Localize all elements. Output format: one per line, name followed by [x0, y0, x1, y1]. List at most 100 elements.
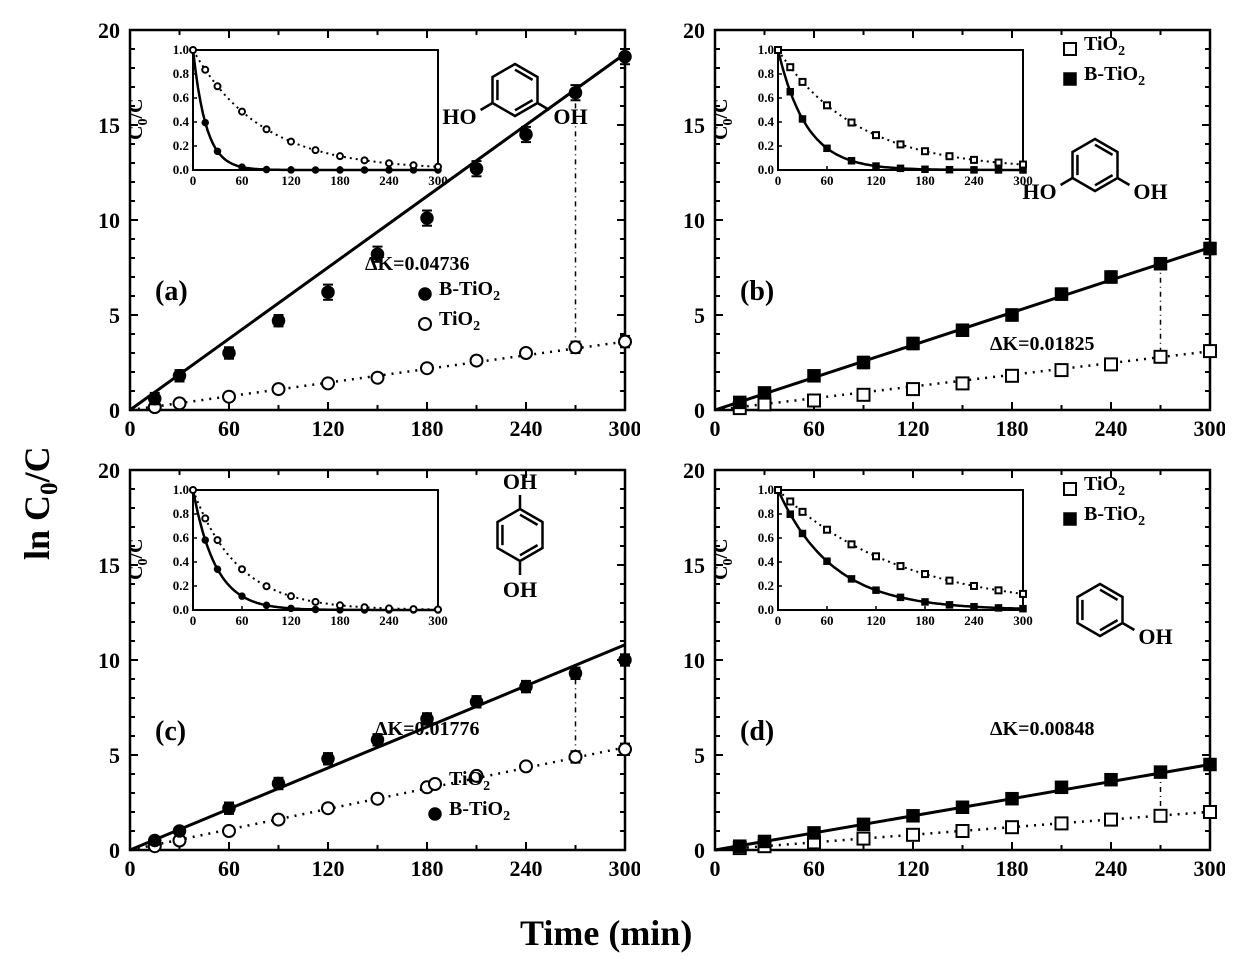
svg-text:0.8: 0.8 [173, 506, 190, 521]
svg-text:ΔK=0.01776: ΔK=0.01776 [375, 718, 480, 740]
svg-text:120: 120 [281, 613, 301, 628]
svg-text:5: 5 [694, 743, 705, 768]
svg-text:0: 0 [109, 398, 120, 423]
svg-text:240: 240 [510, 416, 543, 441]
svg-text:5: 5 [109, 303, 120, 328]
svg-text:0: 0 [775, 613, 782, 628]
x-axis-label: Time (min) [520, 912, 692, 954]
svg-text:10: 10 [98, 208, 120, 233]
svg-text:0.6: 0.6 [173, 530, 190, 545]
svg-text:300: 300 [428, 173, 448, 188]
svg-text:20: 20 [98, 18, 120, 43]
svg-text:120: 120 [281, 173, 301, 188]
svg-text:0: 0 [694, 838, 705, 863]
svg-text:10: 10 [683, 208, 705, 233]
svg-text:0.8: 0.8 [173, 66, 190, 81]
svg-text:120: 120 [897, 856, 930, 881]
svg-text:0: 0 [710, 416, 721, 441]
svg-text:0.8: 0.8 [758, 506, 775, 521]
svg-text:240: 240 [964, 613, 984, 628]
svg-text:180: 180 [330, 173, 350, 188]
svg-text:0: 0 [694, 398, 705, 423]
svg-text:5: 5 [109, 743, 120, 768]
svg-text:0.6: 0.6 [758, 90, 775, 105]
svg-text:60: 60 [218, 416, 240, 441]
svg-text:0.6: 0.6 [173, 90, 190, 105]
svg-text:240: 240 [1095, 856, 1128, 881]
svg-text:20: 20 [683, 458, 705, 483]
svg-text:OH: OH [1133, 179, 1167, 204]
svg-text:180: 180 [915, 173, 935, 188]
svg-text:15: 15 [98, 553, 120, 578]
svg-text:0: 0 [190, 613, 197, 628]
svg-text:60: 60 [236, 613, 249, 628]
svg-text:20: 20 [98, 458, 120, 483]
svg-text:(d): (d) [740, 716, 774, 747]
svg-text:180: 180 [411, 416, 444, 441]
svg-text:15: 15 [683, 113, 705, 138]
svg-text:ΔK=0.04736: ΔK=0.04736 [365, 253, 470, 275]
svg-text:0.2: 0.2 [758, 138, 774, 153]
svg-text:(a): (a) [155, 276, 188, 307]
svg-text:0.8: 0.8 [758, 66, 775, 81]
svg-text:60: 60 [236, 173, 249, 188]
svg-text:0.2: 0.2 [173, 578, 189, 593]
svg-text:15: 15 [98, 113, 120, 138]
svg-text:120: 120 [312, 416, 345, 441]
svg-text:300: 300 [1013, 613, 1033, 628]
svg-text:0: 0 [775, 173, 782, 188]
svg-text:0.4: 0.4 [758, 554, 775, 569]
svg-text:180: 180 [996, 416, 1029, 441]
svg-text:180: 180 [330, 613, 350, 628]
svg-text:15: 15 [683, 553, 705, 578]
svg-text:0.0: 0.0 [173, 162, 189, 177]
svg-text:1.0: 1.0 [173, 482, 189, 497]
svg-text:0: 0 [710, 856, 721, 881]
svg-text:(c): (c) [155, 716, 186, 747]
svg-text:60: 60 [821, 173, 834, 188]
svg-text:120: 120 [312, 856, 345, 881]
svg-text:0.0: 0.0 [173, 602, 189, 617]
svg-text:240: 240 [510, 856, 543, 881]
panel-c: 06012018024030005101520(c)ΔK=0.01776TiO2… [55, 450, 640, 890]
svg-text:120: 120 [866, 613, 886, 628]
svg-text:300: 300 [609, 856, 641, 881]
svg-text:300: 300 [1194, 856, 1226, 881]
svg-text:300: 300 [609, 416, 641, 441]
svg-text:10: 10 [98, 648, 120, 673]
svg-text:240: 240 [1095, 416, 1128, 441]
svg-text:OH: OH [503, 469, 537, 494]
svg-text:ΔK=0.00848: ΔK=0.00848 [990, 718, 1095, 740]
svg-text:0.0: 0.0 [758, 602, 774, 617]
svg-text:ΔK=0.01825: ΔK=0.01825 [990, 333, 1095, 355]
svg-text:180: 180 [411, 856, 444, 881]
svg-text:0: 0 [109, 838, 120, 863]
svg-text:120: 120 [897, 416, 930, 441]
svg-text:0.6: 0.6 [758, 530, 775, 545]
svg-text:0: 0 [125, 416, 136, 441]
svg-text:0.4: 0.4 [173, 114, 190, 129]
svg-text:240: 240 [379, 173, 399, 188]
panel-b: 06012018024030005101520(b)ΔK=0.01825TiO2… [640, 10, 1225, 450]
svg-text:0: 0 [125, 856, 136, 881]
svg-text:60: 60 [218, 856, 240, 881]
svg-text:0.2: 0.2 [173, 138, 189, 153]
svg-text:60: 60 [803, 416, 825, 441]
svg-text:1.0: 1.0 [758, 42, 774, 57]
svg-text:5: 5 [694, 303, 705, 328]
svg-text:300: 300 [1013, 173, 1033, 188]
svg-text:0: 0 [190, 173, 197, 188]
svg-text:HO: HO [442, 104, 476, 129]
svg-text:0.4: 0.4 [758, 114, 775, 129]
svg-text:OH: OH [503, 577, 537, 602]
svg-text:120: 120 [866, 173, 886, 188]
svg-text:60: 60 [803, 856, 825, 881]
panel-d: 06012018024030005101520(d)ΔK=0.00848TiO2… [640, 450, 1225, 890]
svg-text:60: 60 [821, 613, 834, 628]
svg-text:1.0: 1.0 [173, 42, 189, 57]
svg-text:10: 10 [683, 648, 705, 673]
svg-text:0.0: 0.0 [758, 162, 774, 177]
svg-text:0.4: 0.4 [173, 554, 190, 569]
svg-text:20: 20 [683, 18, 705, 43]
svg-text:240: 240 [379, 613, 399, 628]
